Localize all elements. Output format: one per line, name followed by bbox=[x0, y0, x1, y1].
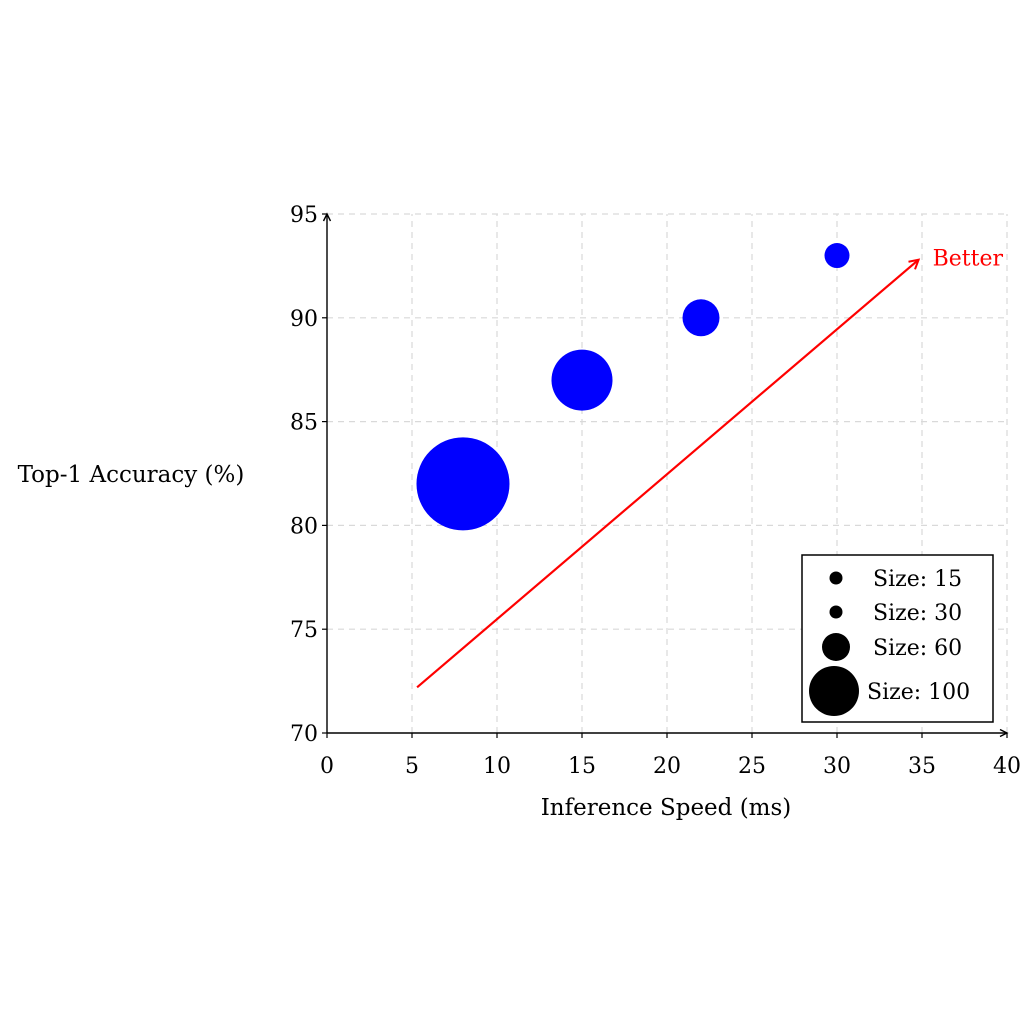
y-tick-label: 95 bbox=[290, 203, 318, 228]
legend-label: Size: 30 bbox=[873, 601, 962, 626]
x-tick-label: 35 bbox=[908, 754, 936, 779]
legend-label: Size: 100 bbox=[867, 680, 970, 705]
x-tick-label: 30 bbox=[823, 754, 851, 779]
legend-label: Size: 15 bbox=[873, 567, 962, 592]
tick-labels: 0 5 10 15 20 25 30 35 40 70 75 80 85 90 95 bbox=[290, 203, 1021, 779]
data-point bbox=[416, 437, 510, 531]
legend-marker bbox=[829, 605, 843, 619]
y-tick-label: 90 bbox=[290, 307, 318, 332]
legend-marker bbox=[809, 666, 859, 716]
y-tick-label: 75 bbox=[290, 618, 318, 643]
x-tick-label: 20 bbox=[653, 754, 681, 779]
data-point bbox=[824, 243, 850, 269]
legend-label: Size: 60 bbox=[873, 636, 962, 661]
data-point bbox=[551, 349, 613, 411]
x-tick-label: 10 bbox=[483, 754, 511, 779]
y-tick-label: 85 bbox=[290, 411, 318, 436]
x-axis-title: Inference Speed (ms) bbox=[541, 795, 792, 821]
better-arrow bbox=[416, 258, 921, 689]
x-tick-label: 25 bbox=[738, 754, 766, 779]
legend: Size: 15 Size: 30 Size: 60 Size: 100 bbox=[801, 554, 994, 723]
x-tick-label: 5 bbox=[405, 754, 419, 779]
y-axis-title: Top-1 Accuracy (%) bbox=[18, 462, 245, 488]
y-tick-label: 80 bbox=[290, 514, 318, 539]
annotation: Better bbox=[416, 247, 1004, 689]
data-points bbox=[416, 243, 850, 531]
x-tick-label: 0 bbox=[320, 754, 334, 779]
y-tick-label: 70 bbox=[290, 722, 318, 747]
x-tick-label: 40 bbox=[993, 754, 1021, 779]
legend-marker bbox=[829, 571, 843, 585]
x-tick-label: 15 bbox=[568, 754, 596, 779]
legend-marker bbox=[822, 633, 850, 661]
data-point bbox=[682, 299, 720, 337]
better-label: Better bbox=[933, 247, 1004, 272]
